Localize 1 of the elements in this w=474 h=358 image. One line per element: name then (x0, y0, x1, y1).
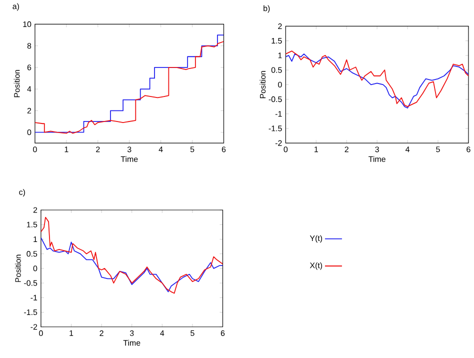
line-series (40, 216, 223, 294)
